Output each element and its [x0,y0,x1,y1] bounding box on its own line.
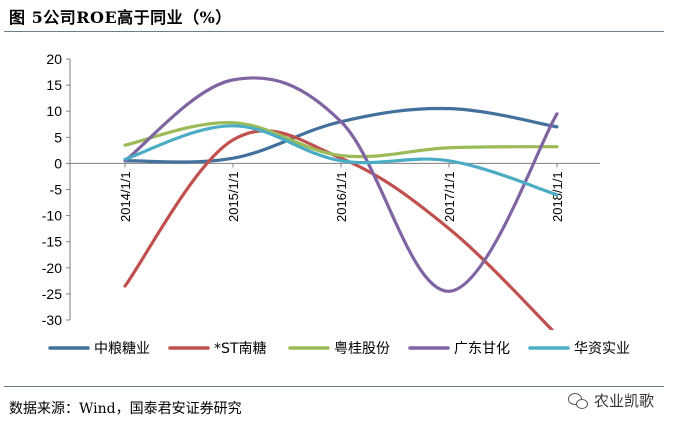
wechat-account-name: 农业凯歌 [594,392,655,410]
y-tick-label: 15 [46,77,62,93]
x-tick-label: 2016/1/1 [334,171,349,222]
x-tick-label: 2017/1/1 [442,171,457,222]
legend-label: 华资实业 [574,341,630,357]
y-tick-label: -5 [50,182,63,198]
y-tick-label: 20 [46,51,62,67]
source-note: 数据来源：Wind，国泰君安证券研究 [9,401,242,417]
figure-title: 图 5公司ROE高于同业（%） [9,8,232,27]
y-tick-label: -20 [42,260,62,276]
series-line-4 [123,76,559,293]
y-tick-label: -30 [42,312,62,328]
y-tick-label: -25 [42,286,62,302]
source-divider [4,386,664,387]
x-tick-label: 2015/1/1 [226,171,241,222]
series-line-5 [123,124,559,197]
y-tick-label: 0 [54,155,62,171]
chart-legend: 中粮糖业 *ST南糖 粤桂股份 广东甘化 华资实业 [48,341,630,357]
legend-label: 中粮糖业 [94,341,150,357]
chart-series [123,76,559,330]
series-line-2 [123,129,555,330]
legend-label: 广东甘化 [454,341,510,357]
legend-label: 粤桂股份 [334,341,390,357]
title-divider [4,31,664,32]
wechat-icon [568,392,588,409]
y-tick-label: 5 [54,129,62,145]
chart-axes: 20 15 10 5 0 -5 -10 -15 -20 -25 -30 2014/1/1 2015/1/… [42,51,600,328]
legend-label: *ST南糖 [214,341,266,357]
x-tick-label: 2018/1/1 [550,171,565,222]
y-tick-label: 10 [46,103,62,119]
wechat-watermark: 农业凯歌 [568,390,654,411]
y-tick-label: -15 [42,234,62,250]
y-tick-label: -10 [42,208,62,224]
series-line-3 [123,121,559,159]
x-tick-label: 2014/1/1 [118,171,133,222]
